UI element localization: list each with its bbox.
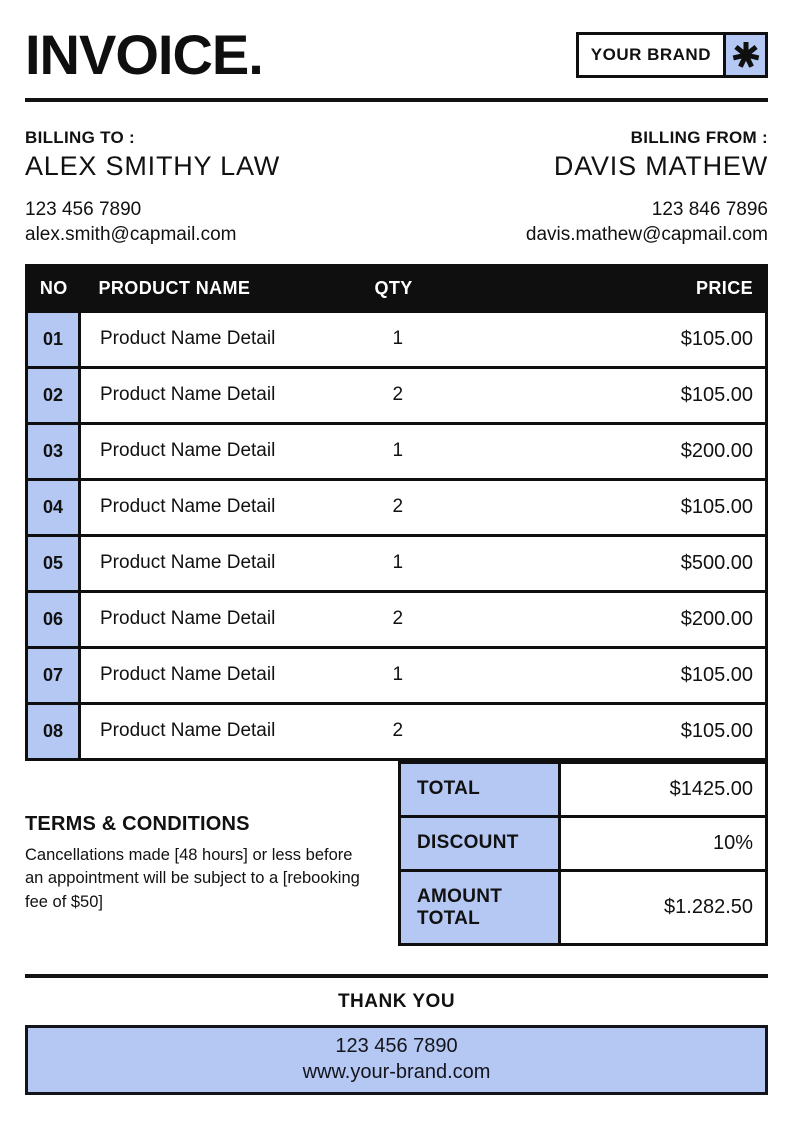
item-product-name: Product Name Detail — [79, 701, 375, 760]
header-divider — [25, 97, 768, 102]
item-product-name: Product Name Detail — [79, 589, 375, 648]
item-qty: 1 — [374, 309, 525, 368]
footer-divider — [25, 974, 768, 979]
billing-to-block: BILLING TO : ALEX SMITHY LAW 123 456 789… — [25, 128, 280, 247]
items-table-header: NO PRODUCT NAME QTY PRICE — [26, 265, 767, 312]
totals-row: TOTAL $1425.00 — [398, 760, 768, 818]
asterisk-icon — [732, 41, 759, 68]
item-qty: 1 — [374, 645, 525, 704]
items-header-row: NO PRODUCT NAME QTY PRICE — [26, 265, 767, 312]
item-no: 08 — [26, 701, 81, 760]
item-product-name: Product Name Detail — [79, 477, 375, 536]
billing-from-contact: 123 846 7896 davis.mathew@capmail.com — [526, 197, 768, 247]
footer-phone: 123 456 7890 — [335, 1035, 458, 1058]
item-price: $105.00 — [524, 309, 767, 368]
item-price: $105.00 — [524, 645, 767, 704]
item-no: 04 — [26, 477, 81, 536]
totals-row: AMOUNT TOTAL $1.282.50 — [398, 868, 768, 947]
terms-heading: TERMS & CONDITIONS — [25, 812, 250, 835]
item-qty: 2 — [374, 365, 525, 424]
table-row: 05 Product Name Detail 1 $500.00 — [26, 533, 767, 592]
table-row: 07 Product Name Detail 1 $105.00 — [26, 645, 767, 704]
brand-badge: YOUR BRAND — [575, 31, 768, 78]
item-no: 07 — [26, 645, 81, 704]
item-qty: 2 — [374, 477, 525, 536]
item-price: $105.00 — [524, 477, 767, 536]
total-label: AMOUNT TOTAL — [398, 868, 561, 947]
total-label: DISCOUNT — [398, 814, 561, 872]
item-no: 05 — [26, 533, 81, 592]
page-title: INVOICE. — [25, 23, 264, 86]
billing-to-contact: 123 456 7890 alex.smith@capmail.com — [25, 197, 280, 247]
item-no: 06 — [26, 589, 81, 648]
brand-icon-box — [723, 34, 765, 75]
header: INVOICE. YOUR BRAND — [25, 24, 768, 86]
billing-from-name: DAVIS MATHEW — [553, 150, 768, 181]
item-qty: 1 — [374, 533, 525, 592]
billing-to-email: alex.smith@capmail.com — [25, 223, 237, 245]
col-header-product: PRODUCT NAME — [79, 265, 375, 312]
items-table-body: 01 Product Name Detail 1 $105.00 02 Prod… — [26, 309, 767, 760]
item-product-name: Product Name Detail — [79, 645, 375, 704]
col-header-no: NO — [26, 265, 80, 312]
item-qty: 2 — [374, 701, 525, 760]
total-label: TOTAL — [398, 760, 561, 818]
billing-from-block: BILLING FROM : DAVIS MATHEW 123 846 7896… — [526, 128, 768, 247]
billing-to-label: BILLING TO : — [25, 127, 135, 147]
item-price: $105.00 — [524, 701, 767, 760]
billing-from-email: davis.mathew@capmail.com — [525, 223, 768, 245]
brand-label: YOUR BRAND — [578, 34, 723, 75]
billing-from-label: BILLING FROM : — [630, 127, 768, 147]
table-row: 02 Product Name Detail 2 $105.00 — [26, 365, 767, 424]
item-product-name: Product Name Detail — [79, 365, 375, 424]
billing-to-phone: 123 456 7890 — [25, 198, 142, 220]
footer-website: www.your-brand.com — [302, 1061, 491, 1084]
billing-section: BILLING TO : ALEX SMITHY LAW 123 456 789… — [25, 128, 768, 247]
item-product-name: Product Name Detail — [79, 533, 375, 592]
thank-you-text: THANK YOU — [337, 991, 456, 1013]
table-row: 01 Product Name Detail 1 $105.00 — [26, 309, 767, 368]
item-no: 03 — [26, 421, 81, 480]
item-product-name: Product Name Detail — [79, 421, 375, 480]
table-row: 06 Product Name Detail 2 $200.00 — [26, 589, 767, 648]
terms-body: Cancellations made [48 hours] or less be… — [25, 845, 360, 911]
table-row: 04 Product Name Detail 2 $105.00 — [26, 477, 767, 536]
terms-block: TERMS & CONDITIONS Cancellations made [4… — [25, 813, 375, 947]
item-price: $500.00 — [524, 533, 767, 592]
col-header-price: PRICE — [524, 265, 767, 312]
total-value: 10% — [558, 814, 768, 872]
item-qty: 1 — [374, 421, 525, 480]
item-product-name: Product Name Detail — [79, 309, 375, 368]
items-table: NO PRODUCT NAME QTY PRICE 01 Product Nam… — [25, 263, 768, 761]
item-no: 01 — [26, 309, 81, 368]
totals-table: TOTAL $1425.00 DISCOUNT 10% AMOUNT TOTAL… — [398, 760, 768, 947]
total-value: $1425.00 — [558, 760, 768, 818]
item-price: $200.00 — [524, 589, 767, 648]
totals-table-body: TOTAL $1425.00 DISCOUNT 10% AMOUNT TOTAL… — [398, 760, 768, 947]
totals-row: DISCOUNT 10% — [398, 814, 768, 872]
summary-section: TERMS & CONDITIONS Cancellations made [4… — [25, 760, 768, 947]
total-value: $1.282.50 — [558, 868, 768, 947]
footer-contact-box: 123 456 7890 www.your-brand.com — [25, 1025, 768, 1096]
item-qty: 2 — [374, 589, 525, 648]
col-header-qty: QTY — [374, 265, 525, 312]
billing-to-name: ALEX SMITHY LAW — [25, 150, 281, 181]
item-price: $200.00 — [524, 421, 767, 480]
item-price: $105.00 — [524, 365, 767, 424]
table-row: 08 Product Name Detail 2 $105.00 — [26, 701, 767, 760]
table-row: 03 Product Name Detail 1 $200.00 — [26, 421, 767, 480]
billing-from-phone: 123 846 7896 — [651, 198, 768, 220]
item-no: 02 — [26, 365, 81, 424]
